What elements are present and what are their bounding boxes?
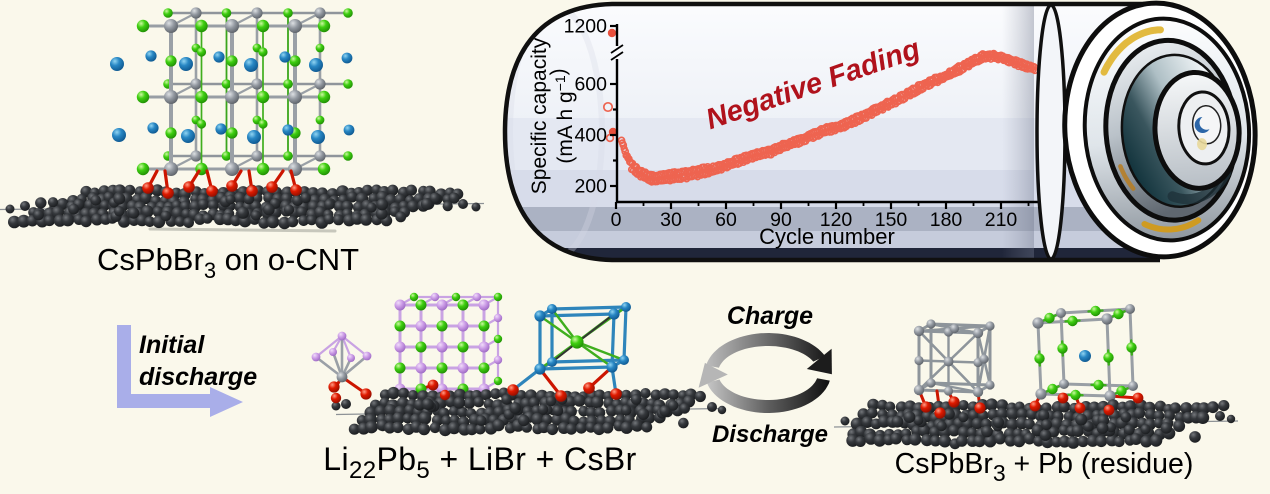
svg-text:180: 180 bbox=[930, 209, 963, 231]
svg-text:Specific capacity: Specific capacity bbox=[528, 37, 551, 194]
svg-text:Discharge: Discharge bbox=[712, 421, 828, 448]
svg-text:30: 30 bbox=[660, 209, 682, 231]
svg-text:discharge: discharge bbox=[139, 363, 257, 391]
svg-text:Charge: Charge bbox=[727, 302, 813, 330]
svg-text:210: 210 bbox=[985, 209, 1018, 231]
svg-text:Cycle number: Cycle number bbox=[759, 224, 895, 249]
svg-text:60: 60 bbox=[715, 209, 737, 231]
svg-text:600: 600 bbox=[574, 74, 607, 96]
svg-text:400: 400 bbox=[574, 125, 607, 147]
svg-text:0: 0 bbox=[611, 209, 622, 231]
svg-text:1200: 1200 bbox=[564, 16, 608, 38]
svg-text:CsPbBr3 on o-CNT: CsPbBr3 on o-CNT bbox=[97, 242, 359, 283]
svg-text:200: 200 bbox=[574, 176, 607, 198]
svg-text:Initial: Initial bbox=[139, 331, 205, 359]
